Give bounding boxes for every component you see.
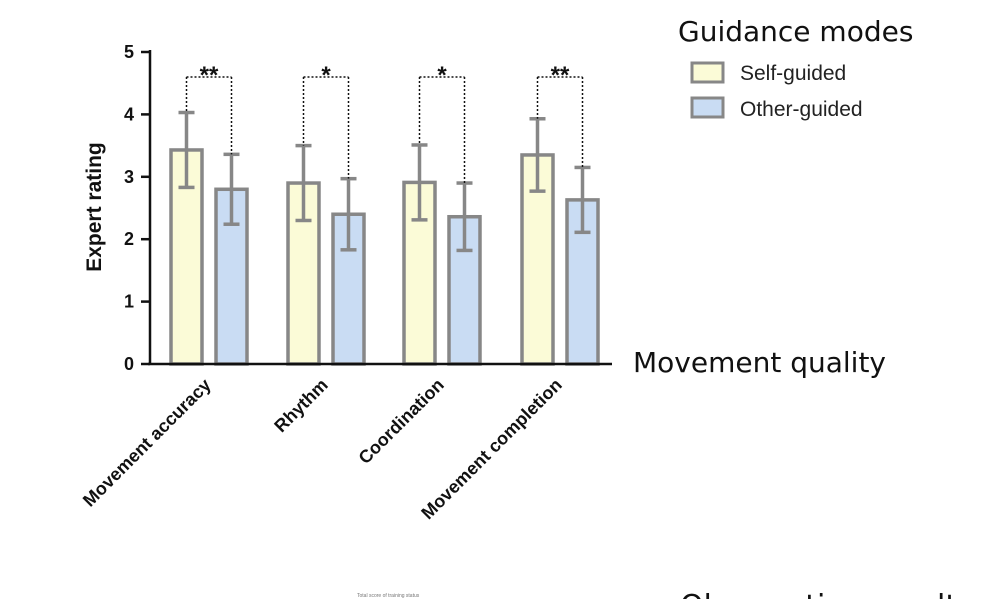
y-tick-label: 1 — [124, 292, 134, 312]
legend-swatch-self-guided — [690, 61, 725, 84]
y-tick-label: 2 — [124, 229, 134, 249]
bar-rhythm-other-guided — [331, 212, 366, 366]
legend-title: Guidance modes — [678, 15, 913, 48]
y-tick-label: 4 — [124, 104, 134, 124]
y-tick-label: 0 — [124, 354, 134, 374]
significance-movement-accuracy: ** — [185, 62, 233, 155]
legend: Guidance modes Self-guided Other-guided — [678, 15, 913, 121]
error-bars-layer — [178, 110, 591, 253]
bars-layer — [169, 148, 600, 366]
x-tick-labels: Movement accuracy Rhythm CoordinationMovem… — [79, 375, 566, 524]
significance-movement-completion: ** — [536, 62, 584, 168]
legend-swatch-other-guided — [690, 96, 725, 119]
significance-stars: ** — [200, 62, 219, 89]
significance-coordination: * — [418, 62, 466, 184]
x-tick-label-coordination: Coordination — [355, 375, 448, 468]
y-tick-label: 5 — [124, 42, 134, 62]
significance-stars: * — [321, 62, 331, 89]
y-tick-label: 3 — [124, 167, 134, 187]
footnote-cut: Observation results — [680, 589, 973, 599]
x-tick-label-movement-accuracy: Movement accuracy — [79, 375, 215, 511]
footnote-small: Total score of training status — [357, 593, 420, 599]
significance-layer: ** * * ** — [185, 62, 584, 184]
x-axis-title: Movement quality — [633, 346, 886, 379]
y-axis-title: Expert rating — [83, 142, 106, 272]
significance-rhythm: * — [302, 62, 350, 179]
x-tick-label-rhythm: Rhythm — [270, 375, 332, 437]
significance-stars: * — [437, 62, 447, 89]
y-ticks: 0 1 2 3 4 5 — [124, 42, 150, 374]
legend-label-self-guided: Self-guided — [740, 62, 846, 85]
legend-label-other-guided: Other-guided — [740, 98, 863, 121]
significance-stars: ** — [551, 62, 570, 89]
